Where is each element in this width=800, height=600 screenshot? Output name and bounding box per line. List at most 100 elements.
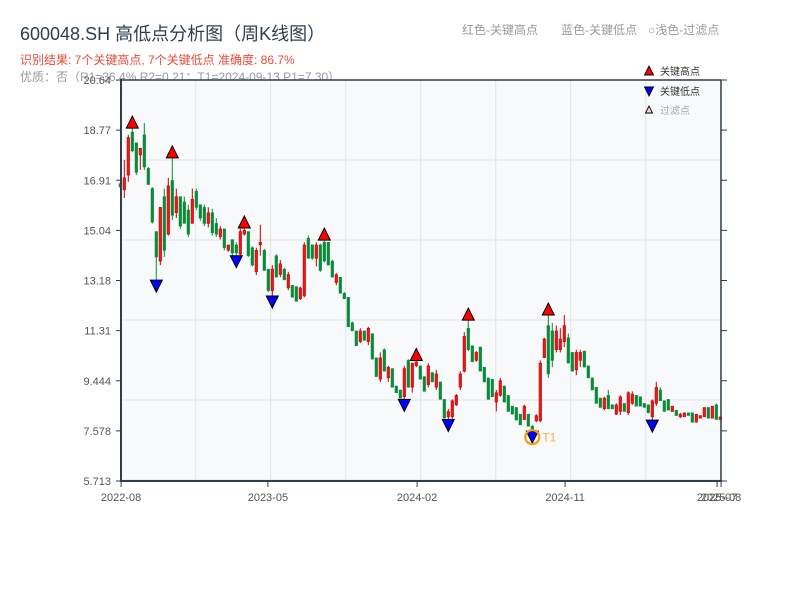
candle-down bbox=[638, 396, 642, 407]
key-low-marker-icon bbox=[397, 398, 412, 413]
candle-down bbox=[674, 409, 678, 416]
candle-body bbox=[646, 404, 650, 414]
candle-down bbox=[398, 389, 402, 399]
candle-body bbox=[610, 404, 614, 410]
candle-body bbox=[558, 338, 562, 350]
candle-body bbox=[590, 377, 594, 391]
candle-body bbox=[254, 250, 258, 273]
candle-up bbox=[534, 414, 538, 423]
candle-body bbox=[474, 352, 478, 361]
candle-body bbox=[166, 185, 170, 235]
candle-up bbox=[542, 337, 546, 359]
candle-body bbox=[310, 244, 314, 259]
candle-down bbox=[146, 167, 150, 186]
candle-body bbox=[174, 196, 178, 213]
candle-body bbox=[458, 373, 462, 388]
candle-up bbox=[498, 377, 502, 397]
candle-up bbox=[366, 326, 370, 346]
candle-body bbox=[554, 330, 558, 350]
y-tick-label: 13.18 bbox=[83, 276, 111, 288]
candle-body bbox=[334, 274, 338, 283]
candle-up bbox=[454, 394, 458, 407]
candle-down bbox=[486, 377, 490, 400]
candle-body bbox=[486, 377, 490, 400]
candle-body bbox=[582, 350, 586, 368]
candle-body bbox=[714, 404, 718, 420]
candle-down bbox=[318, 243, 322, 272]
candle-body bbox=[418, 365, 422, 380]
candle-up bbox=[138, 147, 142, 170]
legend-note-filtered: ○浅色-过滤点 bbox=[648, 23, 720, 37]
candle-down bbox=[250, 246, 254, 267]
y-tick-label: 20.64 bbox=[83, 75, 111, 87]
candle-body bbox=[150, 188, 154, 223]
candle-down bbox=[290, 284, 294, 298]
candle-body bbox=[570, 352, 574, 372]
candle-body bbox=[422, 376, 426, 392]
candle-down bbox=[182, 196, 186, 224]
candle-down bbox=[186, 204, 190, 237]
candle-body bbox=[362, 330, 366, 341]
key-low-marker-icon bbox=[441, 419, 456, 433]
candle-down bbox=[210, 208, 214, 236]
candle-up bbox=[554, 325, 558, 353]
candle-down bbox=[134, 142, 138, 176]
candle-down bbox=[662, 400, 666, 412]
candle-body bbox=[218, 228, 222, 238]
candle-body bbox=[302, 244, 306, 297]
candle-body bbox=[586, 365, 590, 379]
candle-body bbox=[398, 389, 402, 399]
y-tick-label: 11.31 bbox=[84, 326, 111, 338]
candle-down bbox=[646, 404, 650, 414]
candle-body bbox=[690, 412, 694, 423]
candle-down bbox=[346, 297, 350, 328]
candle-body bbox=[598, 397, 602, 408]
candle-down bbox=[514, 407, 518, 421]
candle-down bbox=[170, 157, 174, 220]
candle-up bbox=[286, 271, 290, 291]
candle-body bbox=[386, 366, 390, 379]
candle-down bbox=[154, 231, 158, 281]
candle-down bbox=[330, 259, 334, 278]
y-tick-label: 5.713 bbox=[83, 476, 111, 488]
candle-body bbox=[298, 287, 302, 299]
candle-body bbox=[406, 360, 410, 388]
candle-body bbox=[622, 403, 626, 412]
candle-body bbox=[634, 395, 638, 407]
x-tick-label: 2025-07 bbox=[697, 492, 737, 504]
candle-down bbox=[622, 403, 626, 412]
candle-up bbox=[450, 399, 454, 420]
candle-body bbox=[478, 346, 482, 372]
candle-up bbox=[378, 352, 382, 382]
candle-body bbox=[710, 405, 714, 419]
candle-down bbox=[526, 413, 530, 427]
x-tick-label: 2024-11 bbox=[545, 492, 585, 504]
candle-up bbox=[558, 328, 562, 353]
candle-up bbox=[614, 403, 618, 415]
candle-body bbox=[338, 276, 342, 294]
candle-up bbox=[538, 360, 542, 423]
candle-up bbox=[630, 391, 634, 405]
key-high-marker-icon bbox=[461, 307, 476, 321]
candle-down bbox=[162, 188, 166, 258]
candle-body bbox=[294, 286, 298, 302]
key-high-marker-icon bbox=[125, 114, 140, 129]
candle-body bbox=[154, 231, 158, 258]
candle-body bbox=[214, 223, 218, 235]
candle-up bbox=[694, 413, 698, 423]
candle-body bbox=[526, 413, 530, 427]
candle-up bbox=[278, 259, 282, 278]
candle-down bbox=[482, 366, 486, 383]
candle-up bbox=[562, 315, 566, 348]
candle-body bbox=[210, 212, 214, 234]
legend-high-triangle-icon bbox=[643, 64, 655, 76]
candle-down bbox=[130, 128, 134, 153]
candle-down bbox=[222, 228, 226, 251]
candle-body bbox=[274, 255, 278, 278]
key-low-marker-icon bbox=[265, 295, 280, 310]
candle-down bbox=[246, 231, 250, 258]
candle-down bbox=[598, 397, 602, 408]
candle-down bbox=[502, 385, 506, 403]
candle-down bbox=[510, 405, 514, 415]
candle-body bbox=[130, 131, 134, 152]
